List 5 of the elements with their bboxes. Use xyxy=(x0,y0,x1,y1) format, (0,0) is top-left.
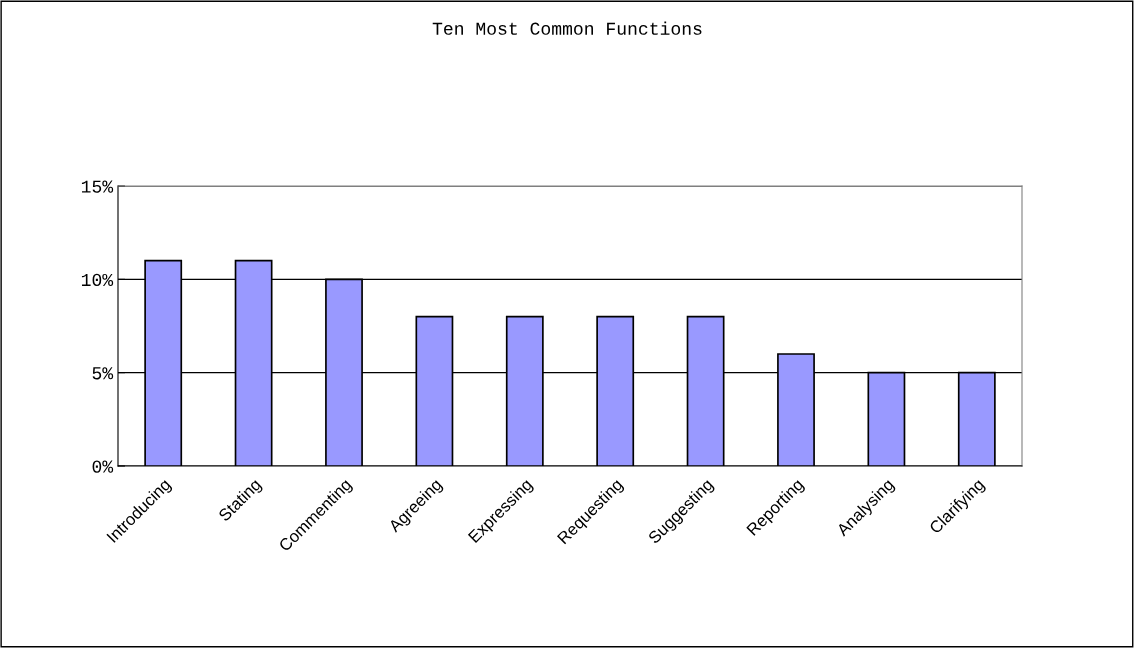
chart-title: Ten Most Common Functions xyxy=(432,21,702,35)
y-tick-label: 10% xyxy=(81,273,114,287)
y-tick-label: 0% xyxy=(92,460,114,473)
y-tick-label: 15% xyxy=(81,180,114,193)
y-tick-label: 5% xyxy=(92,367,114,380)
